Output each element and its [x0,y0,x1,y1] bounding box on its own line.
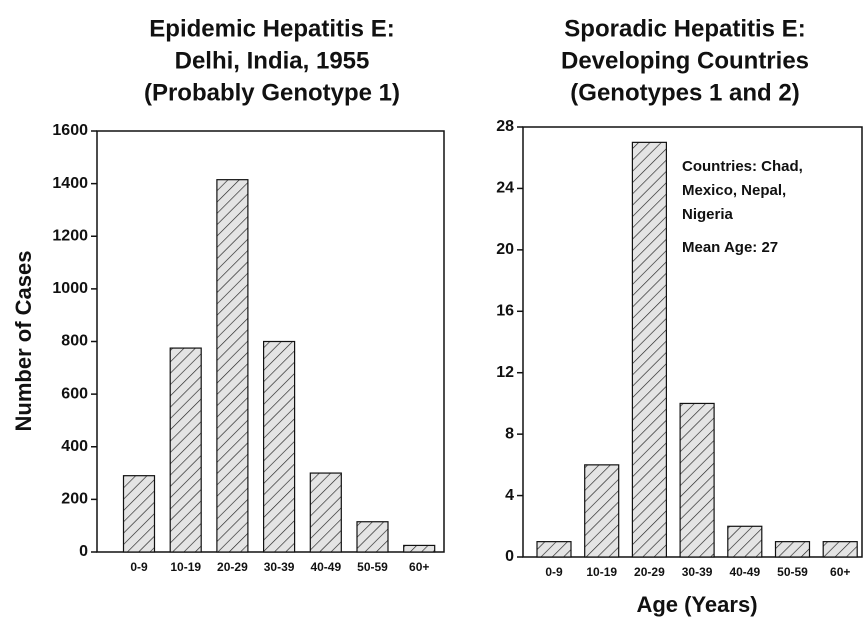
x-tick-label: 0-9 [130,560,148,574]
y-tick-label: 0 [505,548,514,565]
bar [631,141,668,558]
chart-title: Epidemic Hepatitis E: [149,15,394,42]
x-tick-label: 10-19 [170,560,201,574]
y-tick-label: 200 [61,491,88,508]
bar [584,464,620,558]
y-tick-label: 1600 [52,122,88,139]
bar [216,179,249,553]
chart-title: (Genotypes 1 and 2) [570,79,799,106]
y-tick-label: 16 [496,303,514,320]
x-tick-label: 40-49 [729,565,760,579]
y-tick-label: 28 [496,118,514,135]
bar [169,347,202,553]
x-tick-label: 40-49 [310,560,341,574]
x-tick-label: 10-19 [586,565,617,579]
x-tick-label: 20-29 [634,565,665,579]
bar [403,544,436,553]
y-tick-label: 800 [61,333,88,350]
bar [774,541,811,558]
x-tick-label: 60+ [830,565,850,579]
y-tick-label: 0 [79,543,88,560]
bar [727,525,763,558]
y-tick-label: 4 [505,487,514,504]
bar [679,402,715,558]
bar [356,521,389,553]
x-tick-label: 30-39 [682,565,713,579]
x-axis-label: Age (Years) [636,592,757,617]
y-tick-label: 1000 [52,280,88,297]
y-axis-label: Number of Cases [11,251,36,432]
x-tick-label: 50-59 [357,560,388,574]
annotation: Mexico, Nepal, [682,182,786,199]
y-tick-label: 600 [61,385,88,402]
y-tick-label: 400 [61,438,88,455]
bar [822,541,858,558]
bar [263,340,296,553]
y-tick-label: 1200 [52,227,88,244]
y-tick-label: 24 [496,180,514,197]
x-tick-label: 20-29 [217,560,248,574]
annotation: Nigeria [682,206,734,223]
y-tick-label: 8 [505,425,514,442]
bar [309,472,342,553]
bar [122,475,156,553]
y-tick-label: 12 [496,364,514,381]
bar [536,541,572,558]
x-tick-label: 0-9 [545,565,563,579]
chart-title: Delhi, India, 1955 [175,47,370,74]
chart-title: Developing Countries [561,47,809,74]
annotation: Countries: Chad, [682,158,803,175]
chart-title: (Probably Genotype 1) [144,79,400,106]
annotation: Mean Age: 27 [682,239,778,256]
y-tick-label: 1400 [52,175,88,192]
x-tick-label: 50-59 [777,565,808,579]
x-tick-label: 30-39 [264,560,295,574]
chart-title: Sporadic Hepatitis E: [564,15,805,42]
x-tick-label: 60+ [409,560,429,574]
y-tick-label: 20 [496,241,514,258]
